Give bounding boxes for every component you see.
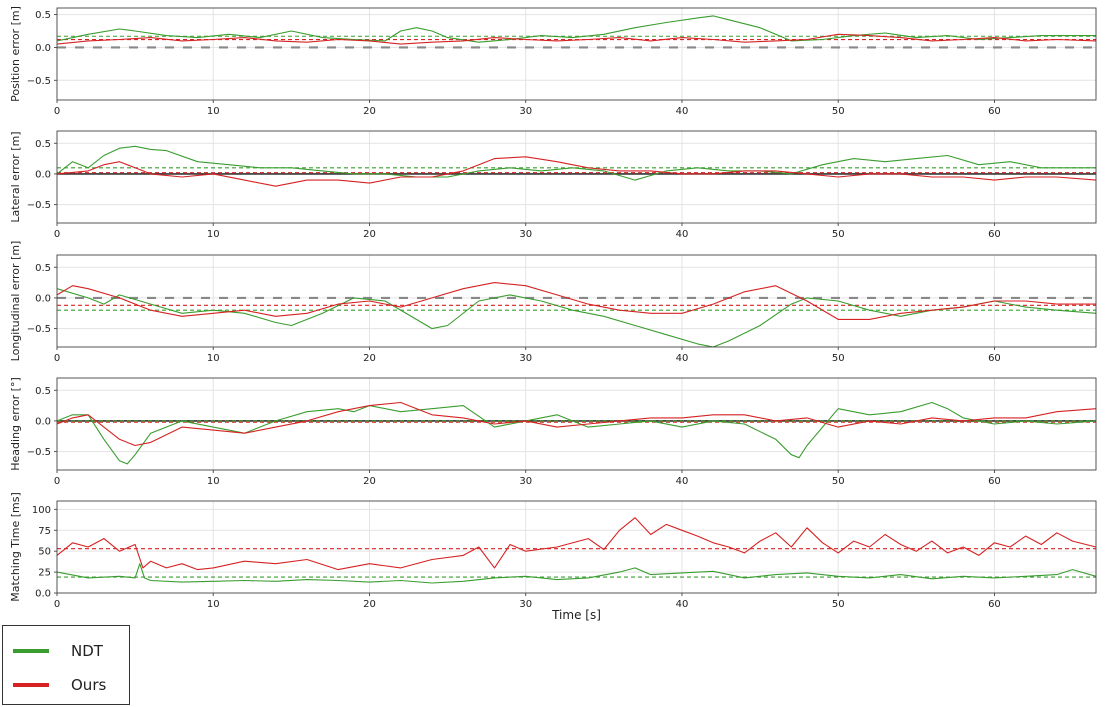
y-axis-label: Heading error [°] <box>9 377 22 470</box>
y-tick-label: 0.0 <box>35 293 51 304</box>
series-line-ours <box>56 156 1097 187</box>
x-tick-label: 20 <box>363 599 376 610</box>
x-tick-label: 40 <box>676 106 689 117</box>
x-tick-label: 0 <box>54 476 60 487</box>
subplot-2: 0 10 20 30 40 50 60 −0.5 0.0 0.5 Lateral error [m] <box>9 130 1097 240</box>
y-tick-label: −0.5 <box>27 76 51 87</box>
x-tick-label: 10 <box>207 353 220 364</box>
series-line-ndt <box>56 401 1097 465</box>
y-tick-label: 0.0 <box>35 416 51 427</box>
y-tick-label: 0.5 <box>35 386 51 397</box>
y-tick-label: 0.0 <box>35 43 51 54</box>
subplot-1: 0 10 20 30 40 50 60 −0.5 0.0 0.5 Position error [m… <box>9 6 1097 117</box>
x-tick-label: 30 <box>519 229 532 240</box>
x-tick-label: 0 <box>54 599 60 610</box>
legend-swatch-ours <box>13 683 49 687</box>
x-tick-label: 30 <box>519 599 532 610</box>
subplot-5: 0 10 20 30 40 50 60 0.0 25 50 75 100 Matching Time [… <box>9 492 1097 610</box>
y-axis-label: Position error [m] <box>9 6 22 102</box>
y-tick-label: −0.5 <box>27 447 51 458</box>
y-tick-label: 50 <box>38 547 51 558</box>
series-line-ours <box>56 282 1096 320</box>
x-axis-label: Time [s] <box>551 608 601 622</box>
subplot-4: 0 10 20 30 40 50 60 −0.5 0.0 0.5 Heading error [°] <box>9 377 1097 487</box>
x-tick-label: 50 <box>832 476 845 487</box>
x-tick-label: 20 <box>363 476 376 487</box>
figure: 0 10 20 30 40 50 60 −0.5 0.0 0.5 Position error [m… <box>9 6 1097 622</box>
y-tick-label: 75 <box>38 526 51 537</box>
x-tick-label: 60 <box>988 476 1001 487</box>
x-tick-label: 30 <box>519 476 532 487</box>
legend-label-ndt: NDT <box>71 642 103 660</box>
y-tick-label: −0.5 <box>27 324 51 335</box>
x-tick-label: 60 <box>988 599 1001 610</box>
y-axis-label: Lateral error [m] <box>9 131 22 222</box>
x-tick-label: 50 <box>832 229 845 240</box>
x-tick-label: 20 <box>363 353 376 364</box>
x-tick-label: 40 <box>676 229 689 240</box>
y-tick-label: 0.5 <box>35 263 51 274</box>
plot-frame <box>56 7 1097 101</box>
legend: NDT Ours <box>2 625 130 705</box>
plot-frame <box>56 377 1097 471</box>
x-tick-label: 0 <box>54 229 60 240</box>
y-tick-label: 0.0 <box>35 589 51 600</box>
plot-frame <box>56 500 1097 594</box>
x-tick-label: 30 <box>519 106 532 117</box>
plot-frame <box>56 254 1097 348</box>
series-line-ours <box>56 401 1097 447</box>
series-line-ndt <box>56 563 1097 584</box>
y-tick-label: −0.5 <box>27 200 51 211</box>
y-tick-label: 0.5 <box>35 139 51 150</box>
y-axis-label: Longitudinal error [m] <box>9 241 22 362</box>
x-tick-label: 0 <box>54 353 60 364</box>
series-line-ndt <box>56 288 1097 348</box>
x-tick-label: 50 <box>832 106 845 117</box>
x-tick-label: 60 <box>988 229 1001 240</box>
series-line-ndt <box>56 145 1096 181</box>
x-tick-label: 60 <box>988 106 1001 117</box>
x-tick-label: 10 <box>207 229 220 240</box>
series-line-ours <box>56 33 1097 45</box>
x-tick-label: 40 <box>676 476 689 487</box>
x-tick-label: 50 <box>832 599 845 610</box>
x-tick-label: 10 <box>207 599 220 610</box>
x-tick-label: 40 <box>676 599 689 610</box>
legend-item-ours: Ours <box>13 676 106 694</box>
x-tick-label: 50 <box>832 353 845 364</box>
x-tick-label: 20 <box>363 229 376 240</box>
x-tick-label: 10 <box>207 476 220 487</box>
series-line-ours <box>56 517 1097 571</box>
x-tick-label: 60 <box>988 353 1001 364</box>
y-tick-label: 0.0 <box>35 169 51 180</box>
x-tick-label: 40 <box>676 353 689 364</box>
y-tick-label: 0.5 <box>35 10 51 21</box>
x-tick-label: 0 <box>54 106 60 117</box>
plot-frame <box>56 130 1097 224</box>
series-line-ndt <box>56 15 1096 43</box>
legend-item-ndt: NDT <box>13 642 103 660</box>
legend-swatch-ndt <box>13 649 49 653</box>
x-tick-label: 20 <box>363 106 376 117</box>
legend-label-ours: Ours <box>71 676 107 694</box>
y-tick-label: 25 <box>38 568 51 579</box>
y-tick-label: 100 <box>32 505 51 516</box>
subplot-3: 0 10 20 30 40 50 60 −0.5 0.0 0.5 Longitudinal erro… <box>9 241 1097 364</box>
x-tick-label: 30 <box>519 353 532 364</box>
x-tick-label: 10 <box>207 106 220 117</box>
y-axis-label: Matching Time [ms] <box>9 492 22 602</box>
